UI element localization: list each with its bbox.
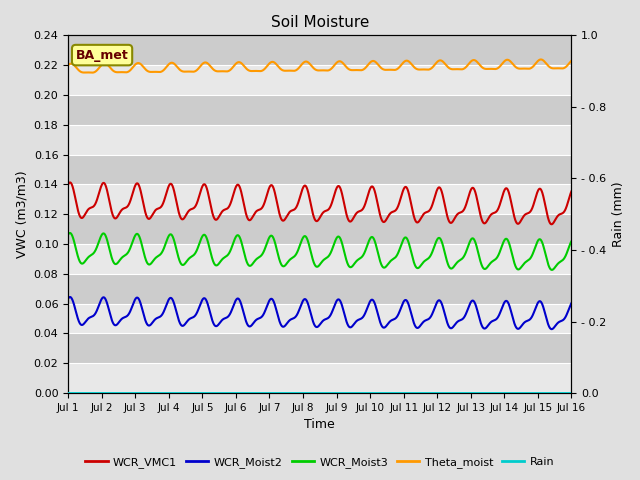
Legend: WCR_VMC1, WCR_Moist2, WCR_Moist3, Theta_moist, Rain: WCR_VMC1, WCR_Moist2, WCR_Moist3, Theta_… <box>81 452 559 472</box>
Bar <box>68 244 572 274</box>
Bar <box>68 155 572 184</box>
Y-axis label: VWC (m3/m3): VWC (m3/m3) <box>15 170 28 258</box>
Bar <box>68 125 572 155</box>
X-axis label: Time: Time <box>305 419 335 432</box>
Y-axis label: Rain (mm): Rain (mm) <box>612 181 625 247</box>
Bar <box>68 304 572 334</box>
Bar <box>68 214 572 244</box>
Bar <box>68 95 572 125</box>
Bar <box>68 363 572 393</box>
Text: BA_met: BA_met <box>76 48 129 61</box>
Bar <box>68 36 572 65</box>
Bar <box>68 184 572 214</box>
Bar <box>68 334 572 363</box>
Bar <box>68 65 572 95</box>
Bar <box>68 274 572 304</box>
Title: Soil Moisture: Soil Moisture <box>271 15 369 30</box>
